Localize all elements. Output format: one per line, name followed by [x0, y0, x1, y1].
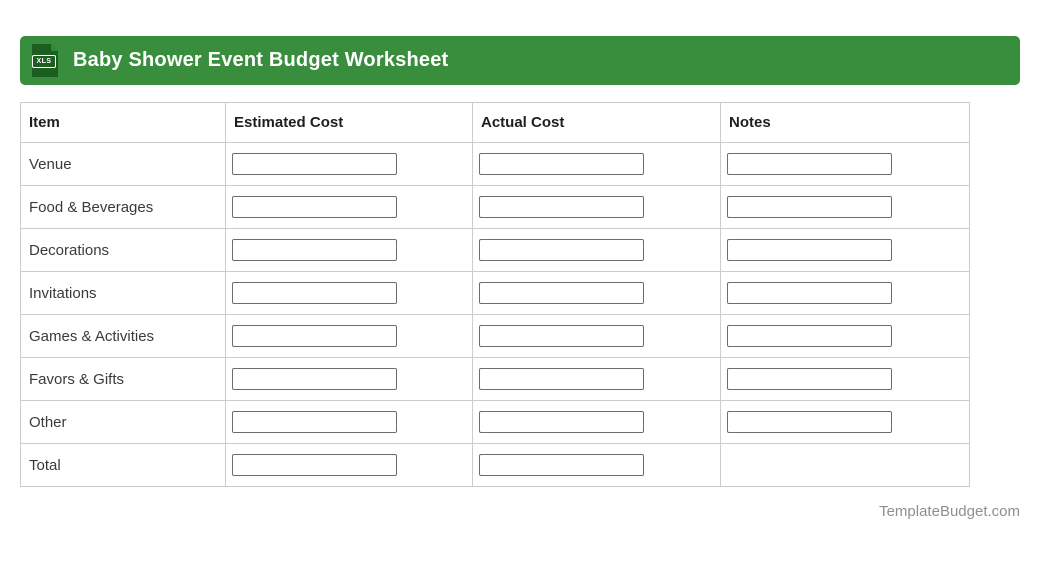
xls-file-fold: [51, 44, 58, 51]
notes-cell: [720, 142, 970, 186]
table-row: Food & Beverages: [20, 185, 970, 229]
estimated-cost-input[interactable]: [232, 239, 397, 261]
actual-cell: [472, 185, 721, 229]
actual-cell: [472, 142, 721, 186]
estimated-cost-input[interactable]: [232, 196, 397, 218]
actual-cell: [472, 228, 721, 272]
estimated-cell: [225, 357, 473, 401]
actual-cost-input[interactable]: [479, 196, 644, 218]
estimated-cell: [225, 400, 473, 444]
actual-cost-input[interactable]: [479, 325, 644, 347]
item-label: Invitations: [20, 271, 226, 315]
actual-cell: [472, 314, 721, 358]
actual-cost-input[interactable]: [479, 368, 644, 390]
column-header-item: Item: [20, 102, 226, 143]
estimated-cell: [225, 142, 473, 186]
item-label: Games & Activities: [20, 314, 226, 358]
actual-cost-input[interactable]: [479, 153, 644, 175]
estimated-cell: [225, 185, 473, 229]
table-row: Favors & Gifts: [20, 357, 970, 401]
notes-cell: [720, 443, 970, 487]
table-header-row: Item Estimated Cost Actual Cost Notes: [20, 102, 970, 143]
estimated-cost-input[interactable]: [232, 411, 397, 433]
column-header-estimated-cost: Estimated Cost: [225, 102, 473, 143]
actual-cell: [472, 443, 721, 487]
notes-input[interactable]: [727, 368, 892, 390]
actual-cell: [472, 271, 721, 315]
item-label: Decorations: [20, 228, 226, 272]
table-row: Total: [20, 443, 970, 487]
item-label: Venue: [20, 142, 226, 186]
notes-cell: [720, 185, 970, 229]
estimated-cost-input[interactable]: [232, 325, 397, 347]
notes-input[interactable]: [727, 153, 892, 175]
budget-table: Item Estimated Cost Actual Cost Notes Ve…: [20, 102, 970, 487]
table-row: Invitations: [20, 271, 970, 315]
item-label: Other: [20, 400, 226, 444]
notes-cell: [720, 357, 970, 401]
notes-input[interactable]: [727, 239, 892, 261]
item-label: Food & Beverages: [20, 185, 226, 229]
notes-input[interactable]: [727, 282, 892, 304]
page: XLS Baby Shower Event Budget Worksheet I…: [0, 36, 1040, 520]
table-row: Decorations: [20, 228, 970, 272]
estimated-cost-input[interactable]: [232, 368, 397, 390]
estimated-cell: [225, 314, 473, 358]
estimated-cost-input[interactable]: [232, 153, 397, 175]
header-bar: XLS Baby Shower Event Budget Worksheet: [20, 36, 1020, 85]
table-row: Other: [20, 400, 970, 444]
notes-cell: [720, 271, 970, 315]
notes-cell: [720, 400, 970, 444]
estimated-cell: [225, 271, 473, 315]
item-label: Total: [20, 443, 226, 487]
xls-file-icon: XLS: [32, 44, 58, 77]
xls-file-label: XLS: [32, 55, 56, 68]
table-row: Venue: [20, 142, 970, 186]
notes-cell: [720, 314, 970, 358]
estimated-cost-input[interactable]: [232, 282, 397, 304]
notes-input[interactable]: [727, 411, 892, 433]
site-credit: TemplateBudget.com: [879, 503, 1020, 520]
item-label: Favors & Gifts: [20, 357, 226, 401]
actual-cost-input[interactable]: [479, 239, 644, 261]
notes-cell: [720, 228, 970, 272]
column-header-notes: Notes: [720, 102, 970, 143]
page-title: Baby Shower Event Budget Worksheet: [73, 49, 449, 71]
actual-cost-input[interactable]: [479, 454, 644, 476]
estimated-cell: [225, 443, 473, 487]
actual-cost-input[interactable]: [479, 411, 644, 433]
actual-cell: [472, 357, 721, 401]
notes-input[interactable]: [727, 325, 892, 347]
actual-cost-input[interactable]: [479, 282, 644, 304]
estimated-cost-input[interactable]: [232, 454, 397, 476]
notes-input[interactable]: [727, 196, 892, 218]
column-header-actual-cost: Actual Cost: [472, 102, 721, 143]
estimated-cell: [225, 228, 473, 272]
actual-cell: [472, 400, 721, 444]
table-row: Games & Activities: [20, 314, 970, 358]
